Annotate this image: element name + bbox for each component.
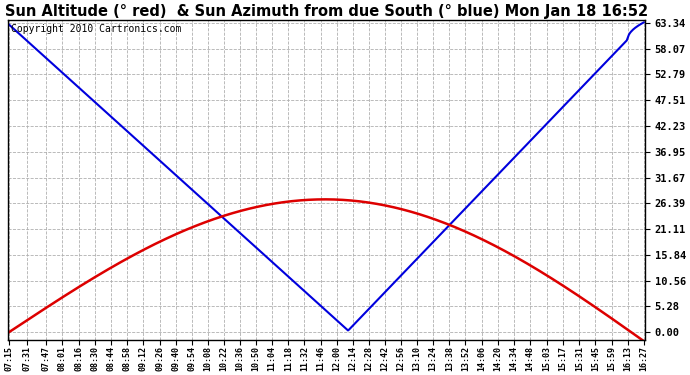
Title: Sun Altitude (° red)  & Sun Azimuth from due South (° blue) Mon Jan 18 16:52: Sun Altitude (° red) & Sun Azimuth from … <box>5 4 648 19</box>
Text: Copyright 2010 Cartronics.com: Copyright 2010 Cartronics.com <box>11 24 181 33</box>
